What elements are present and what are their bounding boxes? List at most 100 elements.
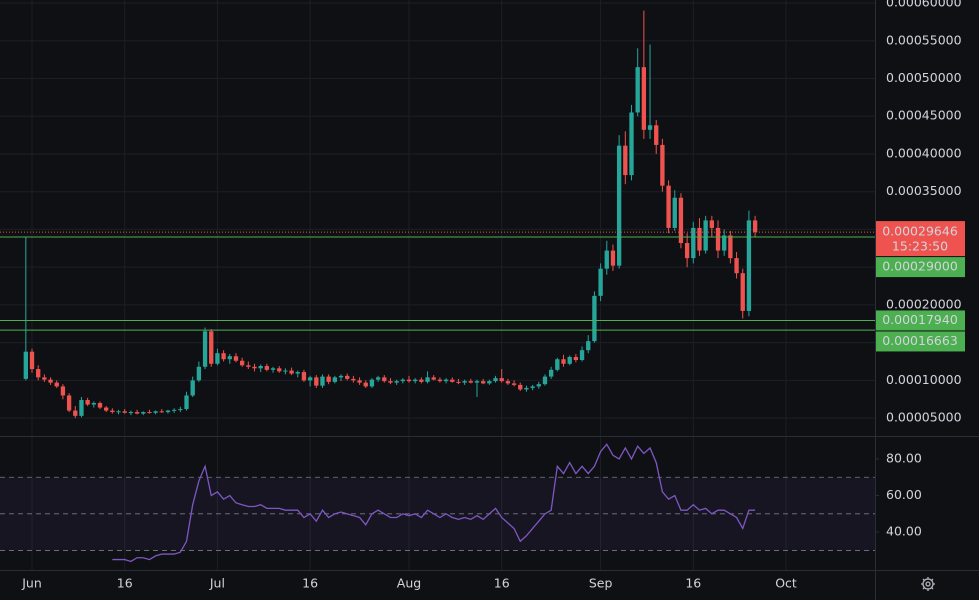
- price-line-label: 0.00016663: [882, 333, 958, 348]
- candle-body: [345, 375, 350, 379]
- candle-body: [530, 386, 535, 388]
- price-line-label: 0.00029000: [882, 259, 958, 274]
- candle-body: [153, 411, 158, 413]
- candle-body: [487, 381, 492, 384]
- candle-body: [660, 144, 665, 186]
- candle-body: [548, 369, 554, 377]
- candle-body: [221, 353, 226, 360]
- candle-body: [623, 145, 628, 176]
- candle-body: [295, 372, 300, 374]
- candle-body: [369, 379, 375, 387]
- candle-body: [110, 410, 115, 413]
- candle-body: [134, 412, 140, 414]
- candle-body: [654, 125, 659, 145]
- candle-body: [66, 395, 72, 411]
- candle-body: [740, 273, 745, 311]
- candle-body: [524, 387, 529, 390]
- candle-body: [641, 67, 647, 130]
- settings-icon[interactable]: [921, 577, 935, 591]
- candle-body: [709, 220, 715, 228]
- candle-body: [351, 378, 356, 381]
- last-price-box: [876, 221, 965, 257]
- candle-body: [493, 378, 498, 382]
- candle-body: [48, 379, 53, 383]
- x-tick-label: 16: [117, 576, 133, 591]
- x-tick-label: 16: [494, 576, 510, 591]
- y-tick-label: 0.00050000: [886, 70, 962, 85]
- candle-body: [616, 145, 622, 266]
- candle-body: [703, 220, 708, 251]
- candle-body: [375, 377, 381, 380]
- y-tick-label: 60.00: [886, 487, 922, 502]
- candle-body: [42, 377, 47, 380]
- x-tick-label: Aug: [397, 576, 421, 591]
- candle-body: [338, 375, 344, 378]
- candle-body: [728, 235, 733, 259]
- candle-body: [54, 382, 59, 387]
- candle-body: [277, 368, 282, 372]
- candle-body: [239, 360, 245, 366]
- candle-body: [326, 376, 331, 382]
- candle-body: [746, 220, 752, 311]
- y-tick-label: 0.00045000: [886, 108, 962, 123]
- y-tick-label: 0.00020000: [886, 296, 962, 311]
- candle-body: [128, 412, 134, 414]
- x-tick-label: Jun: [21, 576, 42, 591]
- candle-body: [443, 379, 449, 382]
- candle-body: [196, 366, 202, 381]
- candle-body: [567, 356, 572, 364]
- candle-body: [481, 381, 486, 384]
- candle-body: [697, 227, 702, 251]
- candle-body: [610, 250, 616, 266]
- y-tick-label: 40.00: [886, 524, 922, 539]
- y-tick-label: 0.00055000: [886, 32, 962, 47]
- price-line-box: [876, 310, 965, 331]
- candle-body: [73, 410, 78, 416]
- candle-body: [141, 412, 146, 414]
- candle-body: [425, 377, 430, 382]
- x-tick-label: 16: [302, 576, 318, 591]
- candle-body: [555, 359, 560, 370]
- candle-body: [190, 380, 195, 396]
- candle-body: [456, 381, 461, 383]
- candle-body: [382, 377, 387, 382]
- candle-body: [23, 351, 28, 379]
- candle-body: [165, 410, 171, 413]
- candle-body: [270, 368, 276, 370]
- grid: [0, 0, 875, 570]
- candle-body: [184, 395, 189, 410]
- candle-body: [450, 379, 455, 382]
- candle-body: [289, 370, 294, 374]
- candle-body: [171, 409, 177, 411]
- candle-body: [573, 356, 579, 360]
- candle-body: [511, 383, 517, 385]
- x-tick-label: Sep: [589, 576, 613, 591]
- candle-body: [604, 250, 609, 269]
- candle-body: [332, 377, 338, 382]
- candle-body: [252, 366, 257, 369]
- y-tick-label: 80.00: [886, 450, 922, 465]
- candle-body: [97, 403, 103, 408]
- candle-body: [104, 407, 109, 411]
- candle-body: [307, 377, 313, 381]
- candle-body: [518, 384, 523, 390]
- candle-body: [691, 227, 696, 259]
- candle-body: [629, 112, 634, 176]
- candle-body: [209, 331, 214, 364]
- candle-body: [561, 359, 566, 364]
- candle-body: [246, 365, 251, 367]
- candle-body: [264, 366, 270, 370]
- candle-body: [536, 384, 541, 387]
- candle-body: [468, 381, 473, 383]
- y-tick-label: 0.00035000: [886, 183, 962, 198]
- candle-body: [678, 197, 684, 244]
- candle-body: [400, 379, 405, 382]
- candle-body: [542, 376, 548, 385]
- candle-body: [579, 350, 585, 360]
- candle-body: [431, 377, 436, 380]
- candle-body: [715, 227, 721, 251]
- candle-body: [122, 411, 127, 413]
- candle-body: [394, 381, 399, 383]
